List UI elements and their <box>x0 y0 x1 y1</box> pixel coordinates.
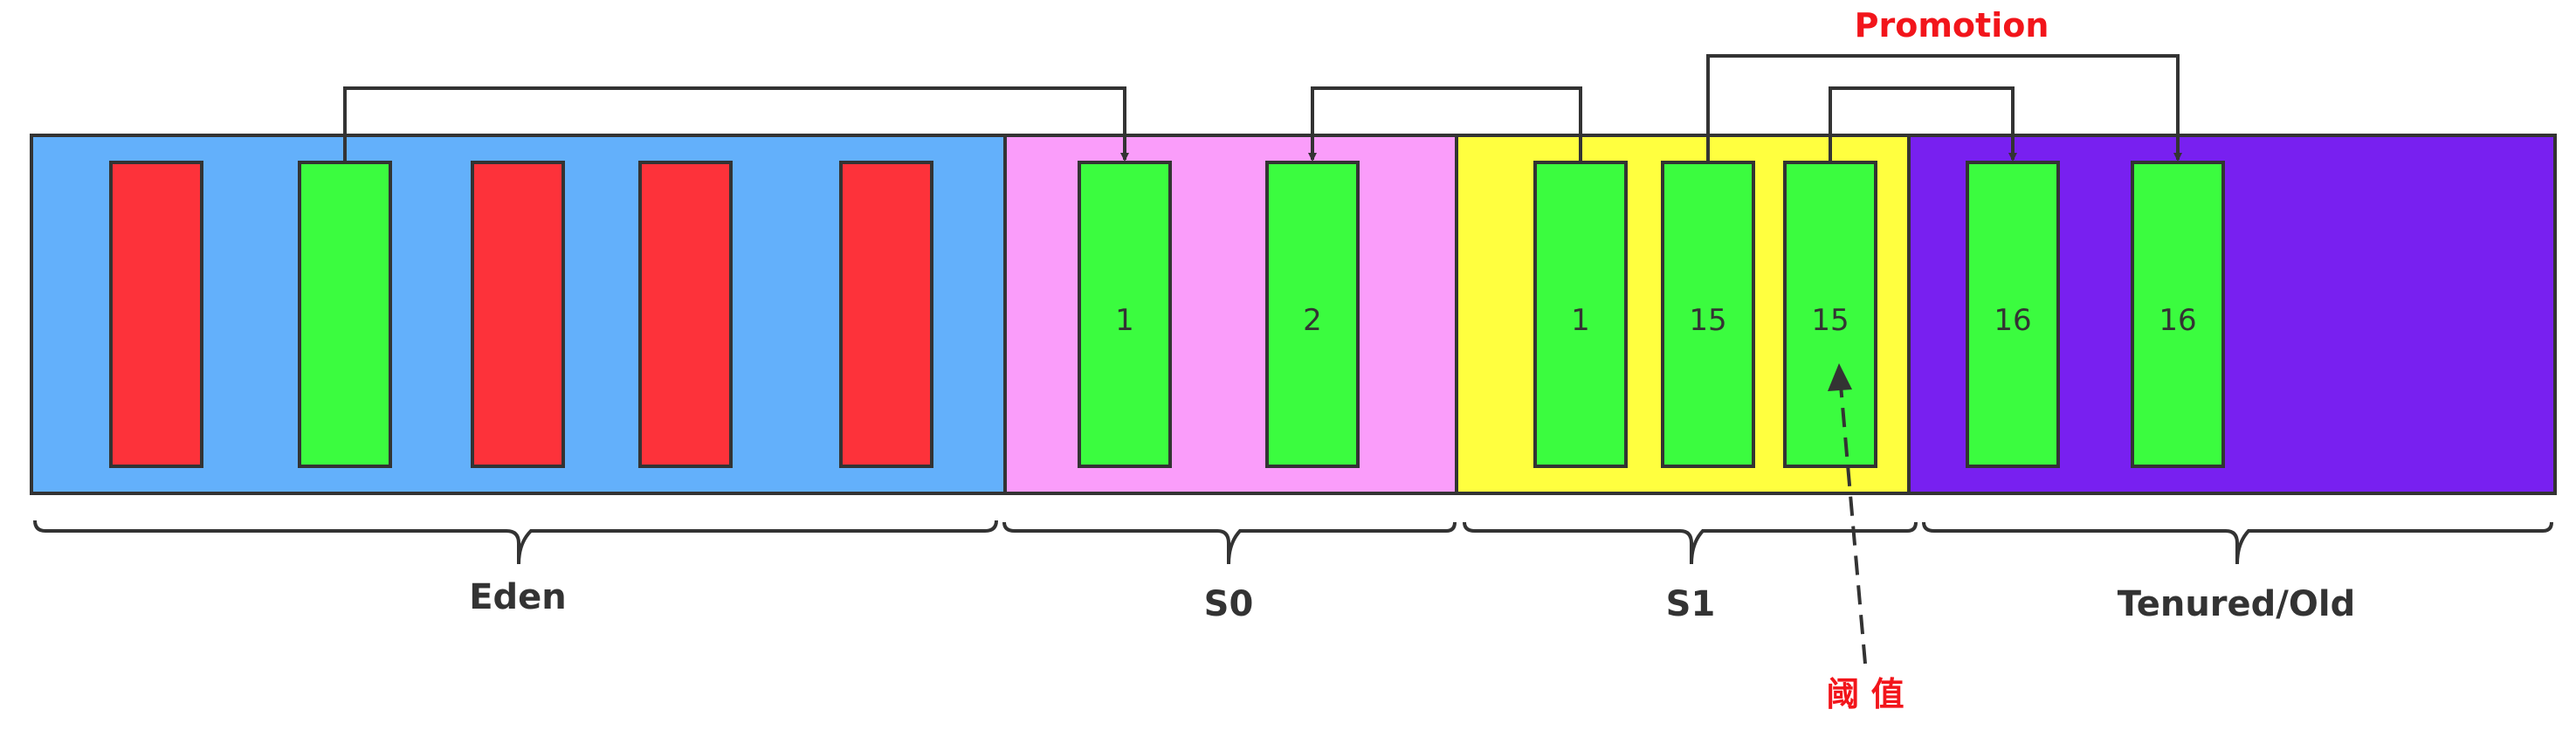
object-age-label: 1 <box>1571 303 1590 338</box>
object-live <box>298 161 392 468</box>
object-age-label: 1 <box>1115 303 1134 338</box>
arrow-s1-to-s0 <box>1308 86 1582 162</box>
object-live <box>1661 161 1755 468</box>
arrow-promotion <box>1706 54 2182 162</box>
object-age-label: 2 <box>1303 303 1322 338</box>
threshold-arrowhead <box>1828 363 1852 391</box>
object-age-label: 16 <box>1994 303 2031 338</box>
arrow-s1-to-tenured <box>1829 86 2017 162</box>
promotion-label: Promotion <box>1855 6 2049 45</box>
region-label-s0: S0 <box>1204 584 1254 624</box>
threshold-pointer <box>1838 375 1867 665</box>
region-label-eden: Eden <box>469 577 567 617</box>
object-live <box>2131 161 2225 468</box>
tenured-objects: 16 16 <box>1966 161 2225 468</box>
eden-objects <box>109 161 933 468</box>
object-garbage <box>839 161 933 468</box>
region-s0 <box>1003 134 1458 495</box>
s0-objects: 1 2 <box>1078 161 1360 468</box>
region-label-tenured: Tenured/Old <box>2118 584 2356 624</box>
brace-s1 <box>1463 521 1918 565</box>
object-live <box>1265 161 1360 468</box>
object-live <box>1783 161 1877 468</box>
brace-s0 <box>1002 521 1457 565</box>
object-garbage <box>638 161 733 468</box>
object-garbage <box>109 161 203 468</box>
object-live <box>1966 161 2060 468</box>
object-age-label: 15 <box>1689 303 1726 338</box>
object-age-label: 15 <box>1811 303 1849 338</box>
object-age-label: 16 <box>2159 303 2196 338</box>
region-label-s1: S1 <box>1666 584 1716 624</box>
object-live <box>1078 161 1172 468</box>
brace-eden <box>33 520 998 565</box>
brace-tenured <box>1922 521 2553 565</box>
object-garbage <box>471 161 565 468</box>
threshold-label: 阈 值 <box>1826 675 1904 713</box>
s1-objects: 1 15 15 <box>1533 161 1877 468</box>
arrow-eden-to-s0 <box>343 86 1129 162</box>
